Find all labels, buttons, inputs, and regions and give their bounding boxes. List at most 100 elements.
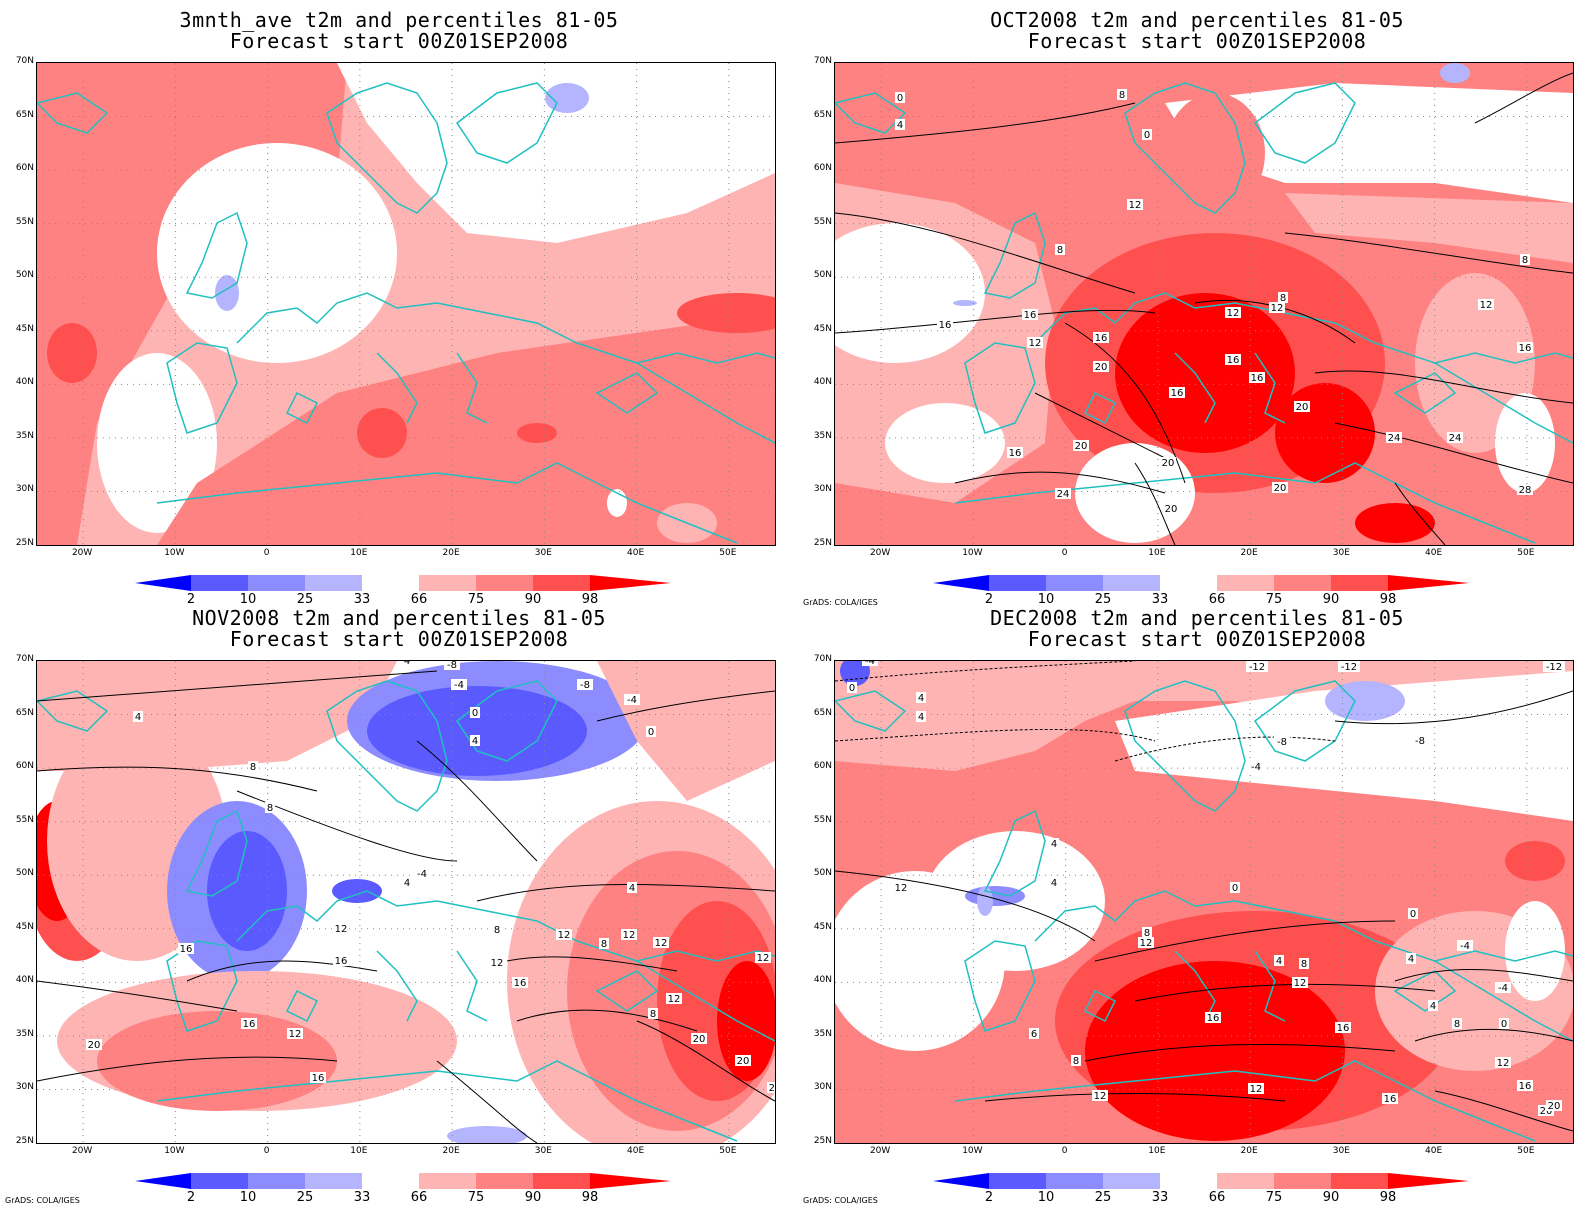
contour-line — [416, 740, 538, 862]
colorbar-segment — [1046, 575, 1103, 591]
colorbar-segment — [1331, 1173, 1388, 1189]
contour-label-bg — [489, 957, 505, 968]
contour-label: 12 — [1480, 300, 1493, 311]
contour-label-bg — [1543, 661, 1565, 672]
contour-label-bg — [265, 802, 275, 813]
panel-oct2008: OCT2008 t2m and percentiles 81-05 Foreca… — [798, 0, 1596, 607]
latitude-label: 70N — [813, 654, 832, 664]
longitude-label: 20E — [442, 1146, 460, 1156]
colorbar-segment — [476, 1173, 533, 1189]
latitude-label: 65N — [813, 109, 832, 120]
panel-dec2008: DEC2008 t2m and percentiles 81-05 Foreca… — [798, 598, 1596, 1205]
latitude-label: 25N — [813, 1136, 832, 1146]
longitude-label: 20W — [869, 548, 891, 558]
contour-label: 4 — [1430, 1001, 1436, 1012]
coastline — [185, 211, 248, 299]
contour-label: 4 — [1408, 954, 1414, 965]
percentile-shade — [1505, 901, 1565, 1001]
contour-label: 8 — [1073, 1056, 1079, 1067]
colorbar-label: 25 — [296, 1190, 314, 1205]
contour-label-bg — [1386, 432, 1402, 443]
percentile-shade — [885, 403, 1005, 483]
latitude-label: 70N — [15, 654, 34, 664]
grid-lines — [835, 63, 1573, 545]
contour-label: -12 — [1341, 662, 1357, 673]
contour-label: 16 — [939, 320, 952, 331]
contour-line — [506, 956, 678, 972]
latitude-label: 50N — [15, 868, 34, 879]
colorbar-segment — [1160, 1173, 1217, 1189]
coastline — [185, 809, 248, 897]
colorbar-label: 2 — [186, 592, 196, 607]
contour-line — [835, 870, 1096, 942]
panel-title: NOV2008 t2m and percentiles 81-05 — [192, 606, 606, 630]
contour-label: 12 — [1140, 938, 1153, 949]
contour-label-bg — [1230, 882, 1240, 893]
colorbar-label: 33 — [1151, 1190, 1169, 1205]
contour-label: 8 — [1301, 959, 1307, 970]
contour-label-bg — [1406, 953, 1416, 964]
grid-lines — [37, 661, 775, 1143]
colorbar-segment — [989, 575, 1046, 591]
contour-label-bg — [1457, 940, 1473, 951]
contour-labels: 4 4 -4 -8 -8 -4 0 4 8 8 0 12 -4 4 4 12 8 12 12 16 16 12 12 16 20… — [86, 661, 775, 1094]
contour-label: 20 — [1165, 504, 1178, 515]
latitude-label: 65N — [15, 707, 34, 718]
panel-title: DEC2008 t2m and percentiles 81-05 — [990, 606, 1404, 630]
contour-line — [1394, 482, 1446, 545]
contour-label: 4 — [918, 693, 924, 704]
colorbar-segment — [135, 575, 191, 591]
coastline — [983, 809, 1046, 897]
latitude-label: 50N — [15, 270, 34, 281]
latitude-label: 50N — [813, 868, 832, 879]
coastline — [835, 690, 907, 732]
contour-label-bg — [599, 938, 609, 949]
latitude-label: 40N — [15, 975, 34, 986]
contour-label: -4 — [865, 661, 875, 667]
colorbar-segment — [419, 1173, 476, 1189]
contour-label: -4 — [1460, 941, 1470, 952]
percentile-shade — [332, 879, 382, 903]
map-area: -4 0 4 4 -12 -12 -8 -4 -8 -12 0 4 4 12 8 12 0 4 8 4 12 16 16 12… — [834, 660, 1574, 1144]
contour-label-bg — [1073, 440, 1089, 451]
percentile-shade — [1075, 443, 1195, 543]
contour-label-bg — [241, 1018, 257, 1029]
contour-label: 4 — [472, 736, 478, 747]
contour-label: -4 — [454, 680, 464, 691]
contour-label-bg — [1478, 299, 1494, 310]
longitude-label: 50E — [719, 548, 737, 558]
colorbar-label: 10 — [239, 592, 257, 607]
contour-label-bg — [691, 1033, 707, 1044]
colorbar-label: 75 — [467, 1190, 485, 1205]
contour-label-bg — [627, 882, 637, 893]
longitude-label: 30E — [1332, 1146, 1350, 1156]
contour-label-bg — [1142, 927, 1152, 938]
contour-label-bg — [1249, 372, 1265, 383]
coastline — [456, 352, 488, 424]
colorbar-segment — [305, 575, 362, 591]
temperature-contours — [835, 72, 1573, 545]
contour-label-bg — [1447, 432, 1463, 443]
percentile-shade — [207, 831, 287, 951]
contour-label-bg — [1274, 955, 1284, 966]
percentile-shade — [1505, 841, 1565, 881]
colorbar-segment — [1274, 575, 1331, 591]
map-svg — [37, 63, 775, 545]
latitude-label: 30N — [15, 484, 34, 495]
colorbar-segment — [191, 1173, 248, 1189]
panel-subtitle: Forecast start 00Z01SEP2008 — [1027, 627, 1367, 651]
contour-label: 12 — [655, 938, 668, 949]
latitude-label: 60N — [813, 761, 832, 772]
percentile-shade — [1440, 63, 1470, 83]
longitude-label: 0 — [263, 1146, 270, 1156]
percentile-shade — [1085, 961, 1345, 1141]
coastline — [156, 462, 738, 544]
contour-label-bg — [1093, 361, 1109, 372]
contour-line — [37, 980, 238, 1012]
colorbar-segment — [135, 1173, 191, 1189]
colorbar-label: 25 — [296, 592, 314, 607]
coastline — [156, 1060, 738, 1142]
contour-label-bg — [1127, 199, 1143, 210]
latitude-label: 25N — [813, 538, 832, 548]
